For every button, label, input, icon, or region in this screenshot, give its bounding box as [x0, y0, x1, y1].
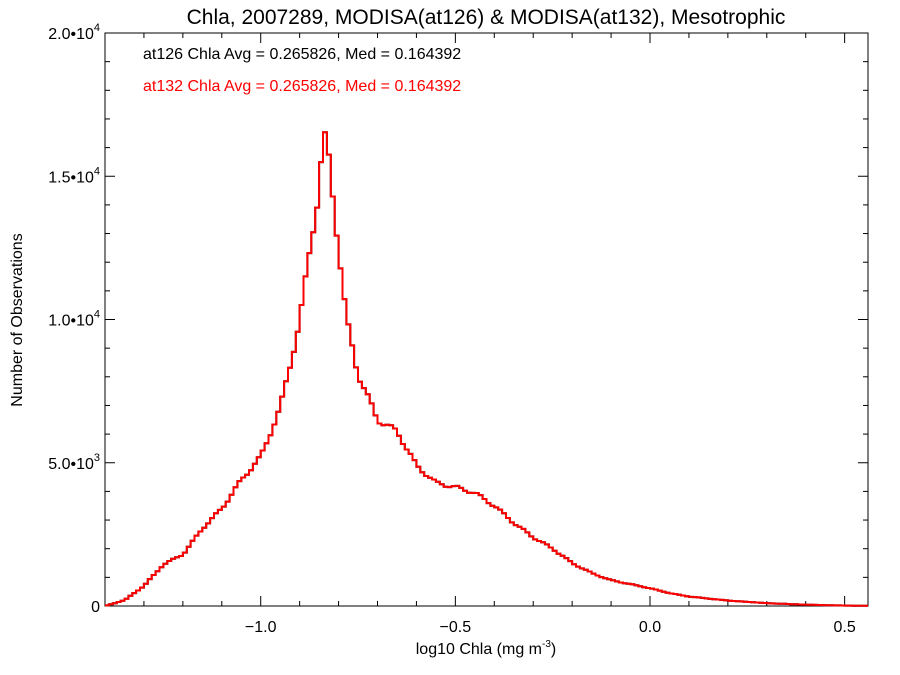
x-tick-label: −0.5	[440, 619, 472, 636]
y-axis-ticks: 0 5.0•103 1.0•104 1.5•104 2.0•104	[48, 22, 868, 616]
x-tick-label: 0.0	[639, 619, 661, 636]
x-axis-label-exponent: -3	[542, 639, 551, 650]
chart-title: Chla, 2007289, MODISA(at126) & MODISA(at…	[187, 6, 786, 29]
series-layer	[105, 131, 868, 607]
y-axis-label: Number of Observations	[9, 233, 26, 406]
annotation-at132: at132 Chla Avg = 0.265826, Med = 0.16439…	[143, 78, 461, 95]
x-axis-label-text: log10 Chla (mg m	[416, 641, 542, 658]
annotation-at126: at126 Chla Avg = 0.265826, Med = 0.16439…	[143, 46, 461, 63]
y-tick-label: 1.0•104	[48, 309, 100, 330]
y-tick-label: 0	[91, 599, 100, 616]
series-line-at132	[105, 131, 868, 607]
x-axis-label-close: )	[551, 641, 556, 658]
x-axis-label: log10 Chla (mg m-3)	[416, 639, 557, 658]
x-axis-ticks: −1.0 −0.5 0.0 0.5	[104, 33, 856, 636]
y-tick-label: 2.0•104	[48, 22, 100, 43]
y-tick-label: 5.0•103	[48, 452, 100, 473]
x-tick-label: 0.5	[834, 619, 856, 636]
x-tick-label: −1.0	[245, 619, 277, 636]
y-tick-label: 1.5•104	[48, 165, 100, 186]
